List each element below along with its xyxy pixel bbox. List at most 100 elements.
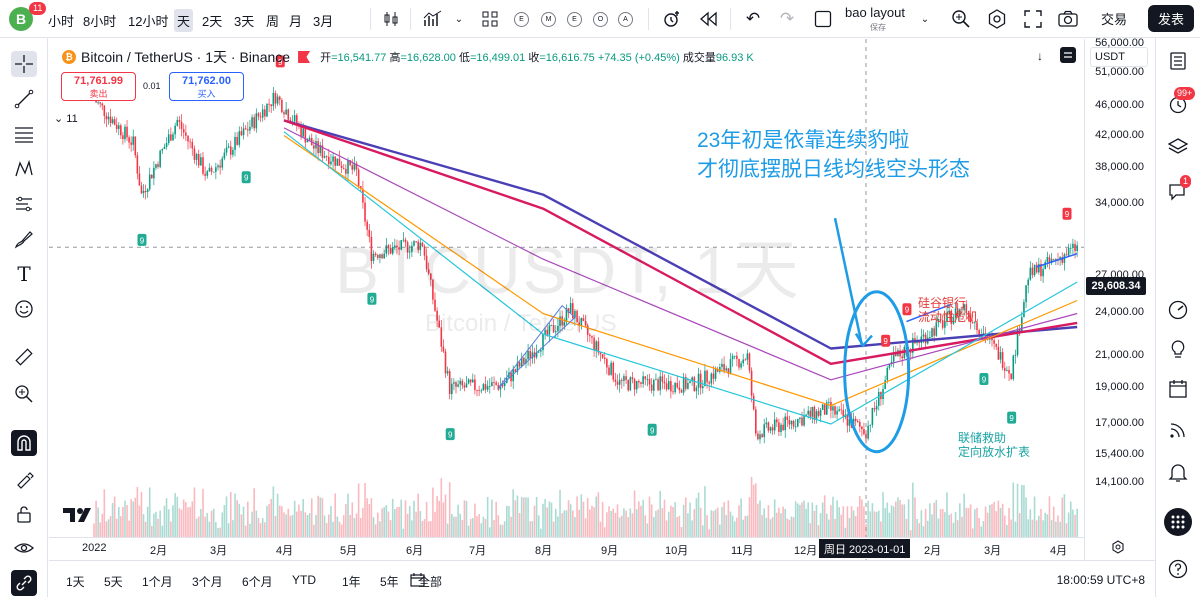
indicator-m-button[interactable]: M xyxy=(541,12,556,27)
volume-bar xyxy=(678,515,681,537)
sell-button[interactable]: 71,761.99 卖出 xyxy=(61,72,136,101)
time-axis[interactable]: 2022 2月 3月 4月 5月 6月 7月 8月 9月 10月 11月 12月 2月 3月 4月 周日 2… xyxy=(49,537,1084,559)
timeframe-12h[interactable]: 12小时 xyxy=(128,14,169,29)
chevron-down-icon[interactable]: ⌄ xyxy=(920,13,930,25)
range-button[interactable]: 3个月 xyxy=(192,575,223,589)
alert-icon[interactable] xyxy=(661,8,683,30)
range-button[interactable]: 1个月 xyxy=(142,575,173,589)
range-button[interactable]: 1天 xyxy=(66,575,85,589)
candle-body xyxy=(557,325,559,332)
time-axis-label: 12月 xyxy=(794,545,818,557)
streams-icon[interactable] xyxy=(1164,416,1192,444)
replay-icon[interactable] xyxy=(697,8,719,30)
timeframe-3d[interactable]: 3天 xyxy=(234,14,255,29)
help-icon[interactable] xyxy=(1164,555,1192,583)
zoom-in-icon[interactable] xyxy=(11,381,37,407)
lock-icon[interactable] xyxy=(11,501,37,527)
chevron-down-icon[interactable]: ⌄ xyxy=(454,13,464,25)
candle-body xyxy=(197,154,200,166)
layers-icon[interactable] xyxy=(1164,133,1192,161)
watchlist-icon[interactable] xyxy=(1164,47,1192,75)
fullscreen-icon[interactable] xyxy=(1022,8,1044,30)
annotation-main[interactable]: 23年初是依靠连续豹啦 才彻底摆脱日线均线空头形态 xyxy=(697,126,970,184)
candle-body xyxy=(187,135,189,142)
settings-gear-icon[interactable] xyxy=(1110,539,1126,555)
calendar-goto-icon[interactable] xyxy=(409,571,427,589)
timeframe-8h[interactable]: 8小时 xyxy=(83,14,117,29)
camera-icon[interactable] xyxy=(1057,8,1079,30)
candle-body xyxy=(151,174,153,179)
eye-icon[interactable] xyxy=(11,535,37,561)
ruler-icon[interactable] xyxy=(11,344,37,370)
range-button[interactable]: 6个月 xyxy=(242,575,273,589)
fib-retracement-icon[interactable] xyxy=(11,121,37,147)
layout-icon[interactable] xyxy=(813,9,833,29)
trendline xyxy=(1036,252,1078,268)
candle-body xyxy=(922,334,925,337)
flag-icon[interactable] xyxy=(298,51,311,63)
indicator-o-button[interactable]: O xyxy=(593,12,608,27)
chart-options-icon[interactable] xyxy=(1058,45,1078,65)
candle-body xyxy=(723,363,725,371)
text-tool-icon[interactable]: T xyxy=(17,262,31,286)
candle-body xyxy=(963,304,965,311)
gauge-icon[interactable] xyxy=(1164,296,1192,324)
emoji-icon[interactable] xyxy=(11,296,37,322)
link-icon[interactable] xyxy=(11,570,37,596)
timeframe-hour[interactable]: 小时 xyxy=(48,14,75,29)
ideas-icon[interactable] xyxy=(1164,335,1192,363)
redo-icon[interactable]: ↷ xyxy=(779,9,795,28)
indicator-a-button[interactable]: A xyxy=(618,12,633,27)
indicators-icon[interactable] xyxy=(422,8,444,30)
pattern-icon[interactable] xyxy=(11,156,37,182)
candle-body xyxy=(204,173,206,176)
timeframe-2d[interactable]: 2天 xyxy=(202,14,223,29)
range-button[interactable]: 5天 xyxy=(104,575,123,589)
calendar-icon[interactable] xyxy=(1164,375,1192,403)
annotation-fed[interactable]: 联储救助 定向放水扩表 xyxy=(958,431,1030,459)
candle-body xyxy=(221,158,224,168)
price-axis[interactable]: USDT 56,000.00 51,000.00 46,000.00 42,000.0… xyxy=(1084,37,1154,560)
symbol-title[interactable]: Bitcoin / TetherUS · 1天 · Binance xyxy=(81,49,291,65)
lock-drawings-icon[interactable] xyxy=(11,466,37,492)
currency-selector[interactable]: USDT xyxy=(1090,47,1148,67)
volume-bar xyxy=(663,499,666,537)
publish-button[interactable]: 发表 xyxy=(1148,5,1194,32)
settings-gear-icon[interactable] xyxy=(986,8,1008,30)
candlestick-icon[interactable] xyxy=(380,8,402,30)
crosshair-icon[interactable] xyxy=(11,51,37,77)
tradingview-logo[interactable] xyxy=(63,505,97,529)
quick-search-icon[interactable] xyxy=(950,8,972,30)
clock[interactable]: 18:00:59 UTC+8 xyxy=(1056,573,1145,587)
brush-icon[interactable] xyxy=(11,226,37,252)
volume-bar xyxy=(370,498,373,537)
trend-line-icon[interactable] xyxy=(11,86,37,112)
candle-body xyxy=(965,304,968,314)
range-button[interactable]: 5年 xyxy=(380,575,399,589)
volume-bar xyxy=(895,501,897,537)
range-button[interactable]: 1年 xyxy=(342,575,361,589)
forecast-icon[interactable] xyxy=(11,191,37,217)
timeframe-month[interactable]: 月 xyxy=(289,14,303,29)
undo-icon[interactable]: ↶ xyxy=(745,9,761,28)
indicator-e2-button[interactable]: E xyxy=(567,12,582,27)
volume-bar xyxy=(725,515,728,537)
timeframe-week[interactable]: 周 xyxy=(266,14,280,29)
trade-button[interactable]: 交易 xyxy=(1101,12,1128,27)
volume-bar xyxy=(813,510,816,537)
range-button[interactable]: YTD xyxy=(292,573,316,587)
templates-icon[interactable] xyxy=(480,9,500,29)
price-chart[interactable]: 9 9 9 9 9 9 9 9 9 9 9 xyxy=(49,39,1084,560)
notifications-bell-icon[interactable] xyxy=(1164,458,1192,486)
chart-pane[interactable]: 9 9 9 9 9 9 9 9 9 9 9 xyxy=(49,39,1084,560)
apps-grid-icon[interactable] xyxy=(1164,508,1192,536)
timeframe-1d[interactable]: 天 xyxy=(174,9,194,32)
indicator-e-button[interactable]: E xyxy=(514,12,529,27)
buy-button[interactable]: 71,762.00 买入 xyxy=(169,72,244,101)
timeframe-3month[interactable]: 3月 xyxy=(313,14,334,29)
indicators-collapse-toggle[interactable]: ⌄ 11 xyxy=(54,112,78,125)
magnet-icon[interactable] xyxy=(11,430,37,456)
arrow-down-icon[interactable]: ↓ xyxy=(1037,49,1043,63)
annotation-svb[interactable]: 硅谷银行 流动性危机 xyxy=(918,296,978,324)
layout-name[interactable]: bao layout xyxy=(845,5,905,20)
